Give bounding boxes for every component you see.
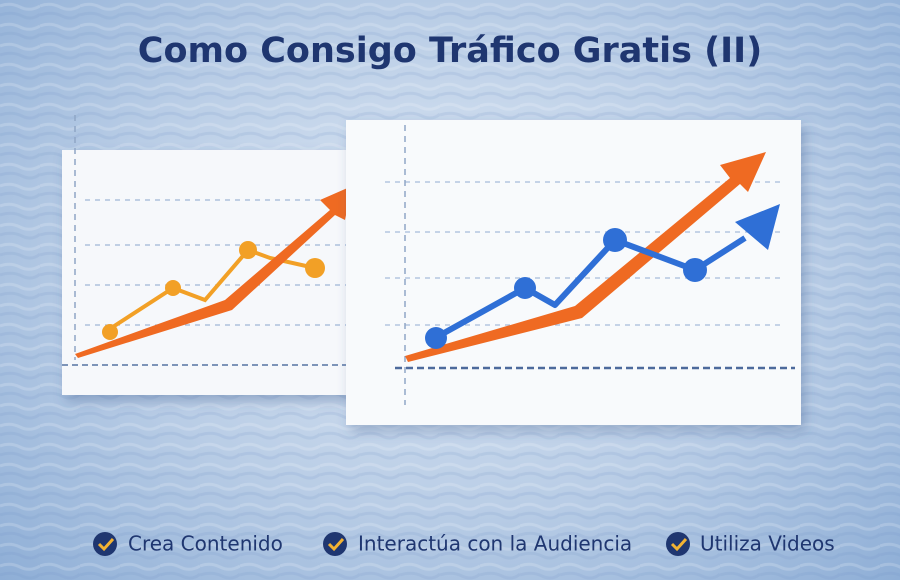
decorative-dots	[425, 228, 707, 349]
decorative-dots-part	[102, 324, 118, 340]
decorative-dots-part	[165, 280, 181, 296]
feature-item: Interactúa con la Audiencia	[358, 532, 632, 556]
arrow-head	[735, 204, 780, 250]
feature-item: Utiliza Videos	[700, 532, 835, 556]
left-chart-illustration	[62, 115, 377, 395]
feature-item: Crea Contenido	[128, 532, 283, 556]
check-icon	[323, 532, 347, 556]
check-icon-part	[327, 537, 345, 552]
feature-list: Crea Contenido Interactúa con la Audienc…	[93, 532, 835, 556]
decorative-dots-part	[239, 241, 257, 259]
check-icon-part	[97, 537, 115, 552]
check-icon-part	[666, 532, 690, 556]
right-chart-illustration	[346, 120, 801, 425]
page-title: Como Consigo Tráfico Gratis (II)	[138, 31, 762, 71]
check-icon-part	[670, 537, 688, 552]
decorative-dots-part	[603, 228, 627, 252]
check-icon	[666, 532, 690, 556]
decorative-dots	[102, 241, 325, 340]
grid-lines	[385, 181, 785, 326]
check-icon-part	[323, 532, 347, 556]
decorative-dots-part	[305, 258, 325, 278]
decorative-dots-part	[514, 277, 536, 299]
check-icon	[93, 532, 117, 556]
trend-arrow	[405, 152, 766, 362]
decorative-dots-part	[683, 258, 707, 282]
decorative-dots-part	[425, 327, 447, 349]
trend-arrow	[75, 186, 352, 358]
paper-panel	[62, 150, 377, 395]
check-icon-part	[93, 532, 117, 556]
